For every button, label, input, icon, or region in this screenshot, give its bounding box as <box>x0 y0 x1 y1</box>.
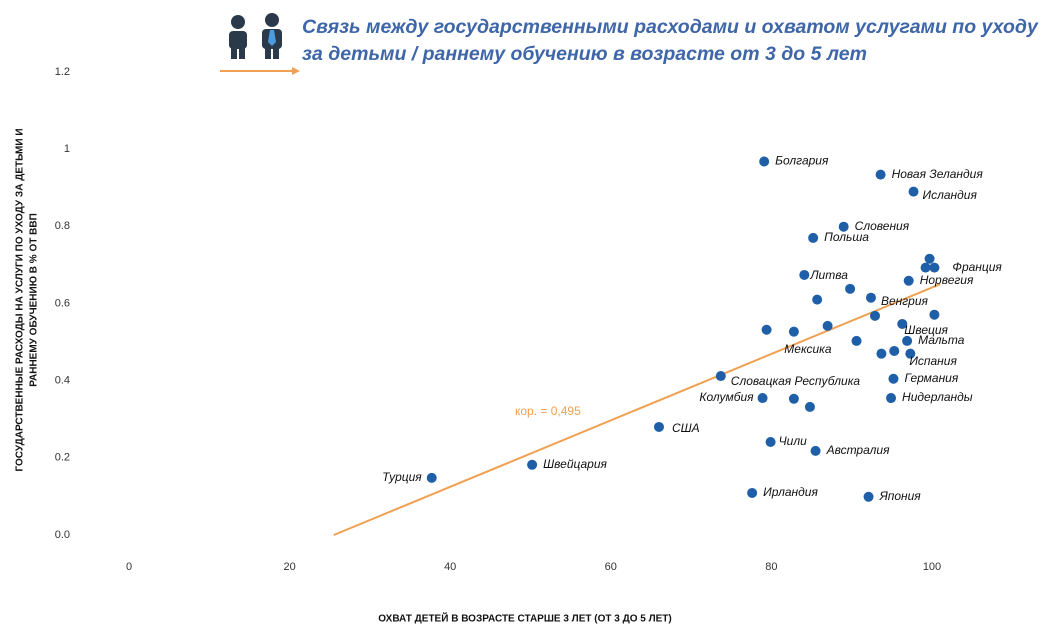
point-label: Нидерланды <box>902 390 973 404</box>
x-tick-label: 40 <box>444 561 456 573</box>
x-axis-label: ОХВАТ ДЕТЕЙ В ВОЗРАСТЕ СТАРШЕ 3 ЛЕТ (ОТ … <box>378 612 671 625</box>
point <box>804 401 815 412</box>
point <box>869 310 880 321</box>
point <box>903 275 914 286</box>
point-label: Япония <box>879 489 922 503</box>
point-label: Германия <box>904 371 958 385</box>
x-tick-label: 60 <box>605 561 617 573</box>
point <box>929 262 940 273</box>
point <box>905 348 916 359</box>
point-label: Болгария <box>775 154 829 168</box>
point <box>924 253 935 264</box>
point-label: Польша <box>824 230 869 244</box>
point <box>908 186 919 197</box>
point <box>889 345 900 356</box>
arrow-head <box>292 67 300 75</box>
point-label: Норвегия <box>920 273 974 287</box>
point-label: Исландия <box>923 188 978 202</box>
point <box>788 326 799 337</box>
y-tick-label: 1 <box>64 143 70 155</box>
point <box>426 472 437 483</box>
point <box>845 283 856 294</box>
point <box>808 232 819 243</box>
point-label: Новая Зеландия <box>892 167 984 181</box>
y-tick-label: 0.6 <box>55 297 70 309</box>
point <box>653 421 664 432</box>
icon-people <box>229 13 282 59</box>
point <box>875 169 886 180</box>
point-label: Литва <box>809 268 848 282</box>
point-label: Венгрия <box>881 294 929 308</box>
point-label: Колумбия <box>699 390 754 404</box>
point <box>902 335 913 346</box>
point <box>788 393 799 404</box>
point <box>757 393 768 404</box>
point-label: Швейцария <box>543 457 607 471</box>
point <box>851 335 862 346</box>
point-label: Ирландия <box>763 485 818 499</box>
point-label: Словацкая Республика <box>731 374 861 388</box>
point <box>886 393 897 404</box>
point-label: США <box>672 421 700 435</box>
y-tick-label: 0.0 <box>55 529 70 541</box>
point <box>715 371 726 382</box>
point-label: Мексика <box>784 342 832 356</box>
point <box>920 262 931 273</box>
x-tick-label: 0 <box>126 561 132 573</box>
point-label: Швеция <box>904 323 948 337</box>
y-tick-label: 0.8 <box>55 220 70 232</box>
point <box>765 437 776 448</box>
point <box>929 309 940 320</box>
point <box>897 318 908 329</box>
chart-title: Связь между государственными расходами и… <box>302 16 1038 65</box>
y-axis-label: ГОСУДАРСТВЕННЫЕ РАСХОДЫ НА УСЛУГИ ПО УХО… <box>15 128 26 471</box>
point-label: Чили <box>779 434 808 448</box>
y-axis-label: РАННЕМУ ОБУЧЕНИЮ В % ОТ ВВП <box>29 213 40 387</box>
point <box>822 320 833 331</box>
point <box>863 491 874 502</box>
point <box>865 292 876 303</box>
point-label: Турция <box>382 470 422 484</box>
point <box>761 324 772 335</box>
point <box>812 294 823 305</box>
y-tick-label: 0.4 <box>55 375 70 387</box>
trend-line <box>333 283 941 536</box>
point <box>838 221 849 232</box>
point-label: Мальта <box>918 333 965 347</box>
point <box>888 373 899 384</box>
x-tick-label: 80 <box>765 561 777 573</box>
annotation: кор. = 0,495 <box>515 404 581 418</box>
y-tick-label: 0.2 <box>55 452 70 464</box>
point <box>527 459 538 470</box>
point-label: Словения <box>855 219 910 233</box>
point <box>759 156 770 167</box>
y-tick-label: 1.2 <box>55 66 70 78</box>
point <box>810 445 821 456</box>
point <box>747 487 758 498</box>
x-tick-label: 100 <box>923 561 941 573</box>
point <box>876 348 887 359</box>
x-tick-label: 20 <box>283 561 295 573</box>
point-label: Австралия <box>826 443 891 457</box>
point-label: Франция <box>952 260 1002 274</box>
point-label: Испания <box>909 354 957 368</box>
point <box>799 269 810 280</box>
